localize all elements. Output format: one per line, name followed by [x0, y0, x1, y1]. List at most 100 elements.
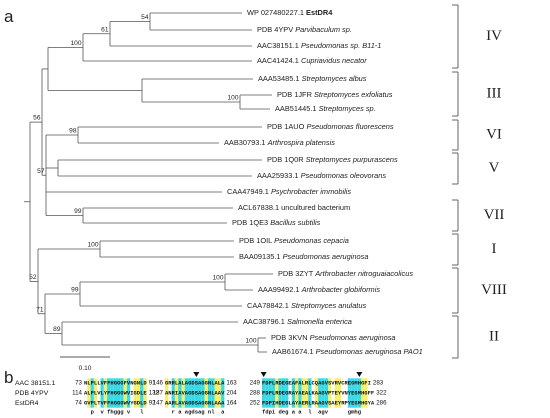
leaf-label: PDB 1JFR Streptomyces exfoliatus — [277, 90, 393, 99]
residue-highlight — [100, 378, 104, 408]
sequence-name: EstDR4 — [15, 400, 39, 407]
leaf-label: ACL67838.1 uncultured bacterium — [238, 203, 350, 212]
leaf-id: CAA47949.1 — [227, 187, 269, 196]
residue-number: 163 — [226, 380, 237, 387]
bootstrap-value: 99 — [71, 287, 79, 294]
residue-highlight — [181, 378, 185, 408]
leaf-id: PDB 3KVN — [271, 333, 308, 342]
residue-highlight — [140, 378, 144, 408]
motif-arrow — [356, 372, 363, 377]
leaf-label: CAA78842.1 Streptomyces anulatus — [247, 301, 366, 310]
sequence: ALPLVLYFHGGGWVIGDLE — [84, 389, 147, 396]
bootstrap-value: 98 — [69, 128, 77, 135]
residue-number: 73 — [75, 380, 82, 387]
leaf-label: AAB51445.1 Streptomyces sp. — [275, 104, 376, 113]
leaf-id: AAB30793.1 — [224, 138, 266, 147]
leaf-id: AAA99492.1 — [258, 285, 300, 294]
residue-number: 286 — [376, 400, 387, 407]
residue-number: 249 — [250, 380, 261, 387]
residue-highlight — [217, 378, 222, 408]
leaf-id: AAC41424.1 — [257, 56, 299, 65]
leaf-label: PDB 1Q0R Streptomyces purpurascens — [267, 155, 398, 164]
leaf-label: PDB 3ZYT Arthrobacter nitroguaiacolicus — [278, 269, 413, 278]
residue-highlight — [194, 378, 198, 408]
bootstrap-value: 56 — [33, 115, 41, 122]
residue-number: 92 — [149, 400, 156, 407]
group-numeral: I — [492, 241, 497, 257]
residue-highlight — [281, 378, 286, 408]
sequence: GRRLALAGDSAGGNLALA — [165, 379, 225, 386]
bootstrap-value: 89 — [53, 326, 61, 333]
leaf-name: Streptomyces albus — [302, 74, 367, 83]
bootstrap-value: 100 — [70, 40, 81, 47]
leaf-name: Psychrobacter immobilis — [271, 187, 351, 196]
residue-highlight — [354, 378, 358, 408]
leaf-name: Streptomyces purpurascens — [306, 155, 398, 164]
leaf-label: AAC41424.1 Cupriavidus necator — [257, 56, 367, 65]
motif-arrow — [260, 372, 267, 377]
group-numeral: IV — [486, 28, 502, 44]
leaf-label: AAA25933.1 Pseudomonas oleovorans — [257, 171, 386, 180]
group-numeral: VII — [484, 207, 505, 223]
leaf-name: Pseudomonas oleovorans — [301, 171, 387, 180]
sequence-name: PDB 4YPV — [15, 390, 49, 397]
residue-highlight — [143, 378, 147, 408]
leaf-name: Pseudomonas fluorescens — [306, 122, 393, 131]
residue-highlight — [174, 378, 179, 408]
residue-number: 132 — [149, 390, 160, 397]
leaf-label: AAB61674.1 Pseudomonas aeruginosa PAO1 — [272, 347, 423, 356]
leaf-id: AAA25933.1 — [257, 171, 299, 180]
leaf-label: PDB 1OIL Pseudomonas cepacia — [239, 236, 349, 245]
residue-highlight — [136, 378, 141, 408]
residue-number: 114 — [72, 390, 82, 397]
leaf-name: Streptomyces exfoliatus — [314, 90, 393, 99]
residue-number: 147 — [153, 400, 164, 407]
leaf-id: PDB 1OIL — [239, 236, 272, 245]
bootstrap-value: 100 — [87, 242, 98, 249]
leaf-label: PDB 4YPV Parvibaculum sp. — [257, 25, 352, 34]
leaf-name: Arthrobacter globiformis — [301, 285, 381, 294]
leaf-id: PDB 1Q0R — [267, 155, 304, 164]
residue-highlight — [364, 378, 368, 408]
sequence: NLPLLVFFHGGGFVNGNLD — [84, 379, 147, 386]
consensus: r a agdsag nl a — [165, 408, 225, 415]
residue-highlight — [351, 378, 355, 408]
residue-number: 74 — [75, 400, 82, 407]
residue-number: 91 — [149, 380, 156, 387]
residue-highlight — [291, 378, 295, 408]
residue-number: 288 — [250, 390, 261, 397]
residue-highlight — [221, 378, 225, 408]
panel-label: a — [4, 7, 14, 26]
leaf-id: WP 027480227.1 — [247, 8, 304, 17]
consensus: fdpi deg a a l agv gmhg — [262, 408, 368, 415]
residue-highlight — [278, 378, 282, 408]
residue-highlight — [318, 378, 322, 408]
bootstrap-value: 99 — [74, 208, 82, 215]
leaf-id: PDB 1AUO — [267, 122, 305, 131]
leaf-label: AAB30793.1 Arthrospira platensis — [224, 138, 335, 147]
leaf-label: BAA09135.1 Pseudomonas aeruginosa — [239, 252, 368, 261]
leaf-name: Cupriavidus necator — [301, 56, 367, 65]
bootstrap-value: 100 — [245, 338, 256, 345]
sequence: AARLAVAGDSAGGNLAAA — [165, 399, 225, 406]
bootstrap-value: 54 — [141, 14, 149, 21]
residue-highlight — [304, 378, 309, 408]
residue-highlight — [361, 378, 365, 408]
group-numeral: II — [489, 328, 499, 344]
sequence: ANRIAVAGDSAGGNLAAV — [165, 389, 225, 396]
leaf-id: CAA78842.1 — [247, 301, 289, 310]
residue-highlight — [103, 378, 108, 408]
leaf-label: WP 027480227.1 EstDR4 — [247, 8, 333, 17]
residue-number: 187 — [153, 390, 164, 397]
leaf-label: CAA47949.1 Psychrobacter immobilis — [227, 187, 351, 196]
residue-highlight — [110, 378, 114, 408]
leaf-id: PDB 1JFR — [277, 90, 312, 99]
residue-highlight — [123, 378, 127, 408]
leaf-name: Bacillus subtilis — [270, 218, 320, 227]
bootstrap-value: 71 — [36, 306, 44, 313]
sequence-name: AAC 38151.1 — [15, 380, 56, 387]
group-numeral: VIII — [481, 282, 507, 298]
residue-number: 283 — [373, 380, 384, 387]
residue-highlight — [191, 378, 195, 408]
residue-highlight — [262, 378, 266, 408]
